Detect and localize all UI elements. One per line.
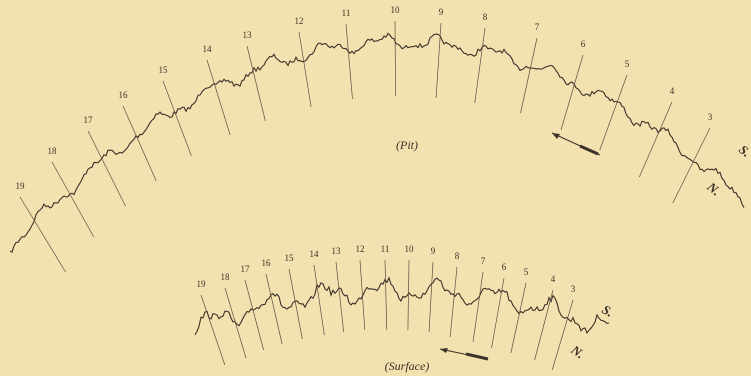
tick-line [162, 80, 192, 157]
station-label: 7 [535, 22, 540, 32]
tick-line [672, 127, 711, 204]
station-label: 7 [481, 256, 486, 266]
station-label: 8 [483, 12, 488, 22]
station-label: 3 [708, 112, 713, 122]
station-label: 16 [119, 90, 129, 100]
station-label: 4 [670, 86, 675, 96]
station-label: 19 [16, 181, 26, 191]
station-label: 4 [551, 274, 556, 284]
tick-line [472, 271, 484, 343]
station-label: 14 [203, 44, 213, 54]
station-label: 15 [285, 253, 295, 263]
station-label: 6 [502, 262, 507, 272]
tick-line [560, 54, 584, 131]
pit-arrow [551, 132, 601, 156]
station-label: 14 [310, 249, 320, 259]
station-label: 11 [342, 8, 351, 18]
tick-line [298, 31, 312, 108]
station-label: 18 [221, 272, 231, 282]
station-label: 9 [431, 246, 436, 256]
tick-line [359, 259, 366, 331]
station-label: 15 [159, 65, 169, 75]
tick-line [474, 27, 486, 104]
tick-line [122, 105, 157, 182]
pit-caption: (Pit) [396, 138, 418, 152]
tick-line [19, 196, 66, 273]
surface-caption: (Surface) [385, 359, 430, 373]
station-label: 12 [356, 244, 365, 254]
tick-line [435, 22, 442, 99]
tick-line [534, 289, 554, 361]
tick-line [345, 23, 353, 100]
station-label: 8 [455, 251, 460, 261]
station-label: 10 [391, 5, 401, 15]
tick-line [551, 299, 574, 371]
tick-line [51, 161, 95, 238]
surface-arrow [439, 348, 489, 361]
tick-line [449, 266, 458, 338]
tick-line [394, 20, 396, 97]
tick-line [313, 264, 325, 336]
tick-line [384, 259, 388, 331]
pit-trace [9, 32, 745, 253]
surface-trace [194, 276, 610, 336]
station-label: 5 [625, 59, 630, 69]
station-label: 6 [581, 39, 586, 49]
tick-line [407, 259, 410, 331]
station-label: 9 [439, 7, 444, 17]
tick-line [491, 277, 505, 349]
tick-line [87, 130, 126, 207]
tick-line [265, 273, 283, 345]
station-label: 12 [295, 16, 304, 26]
tick-line [428, 261, 434, 333]
pit-labels: 19 18 17 16 15 14 13 12 11 10 9 8 7 6 5 4 3 [16, 5, 713, 273]
station-label: 18 [48, 146, 58, 156]
tick-line [510, 282, 527, 354]
station-label: 10 [405, 244, 415, 254]
tick-line [246, 45, 266, 122]
surface-labels: 19 18 17 16 15 14 13 12 11 10 9 8 7 6 5 4 3 [197, 244, 576, 371]
station-label: 11 [381, 244, 390, 254]
station-label: 5 [524, 267, 529, 277]
station-label: 3 [571, 284, 576, 294]
station-label: 13 [332, 246, 342, 256]
tick-line [335, 261, 345, 333]
station-label: 17 [241, 264, 251, 274]
station-label: 17 [84, 115, 94, 125]
tick-line [288, 268, 303, 340]
tick-line [200, 294, 226, 366]
station-label: 13 [243, 30, 253, 40]
tick-line [639, 101, 673, 178]
station-label: 16 [262, 258, 272, 268]
tick-line [599, 74, 628, 151]
tick-line [224, 287, 247, 359]
tick-line [244, 279, 264, 351]
tick-line [206, 59, 231, 136]
station-label: 19 [197, 279, 207, 289]
tick-line [520, 37, 538, 114]
